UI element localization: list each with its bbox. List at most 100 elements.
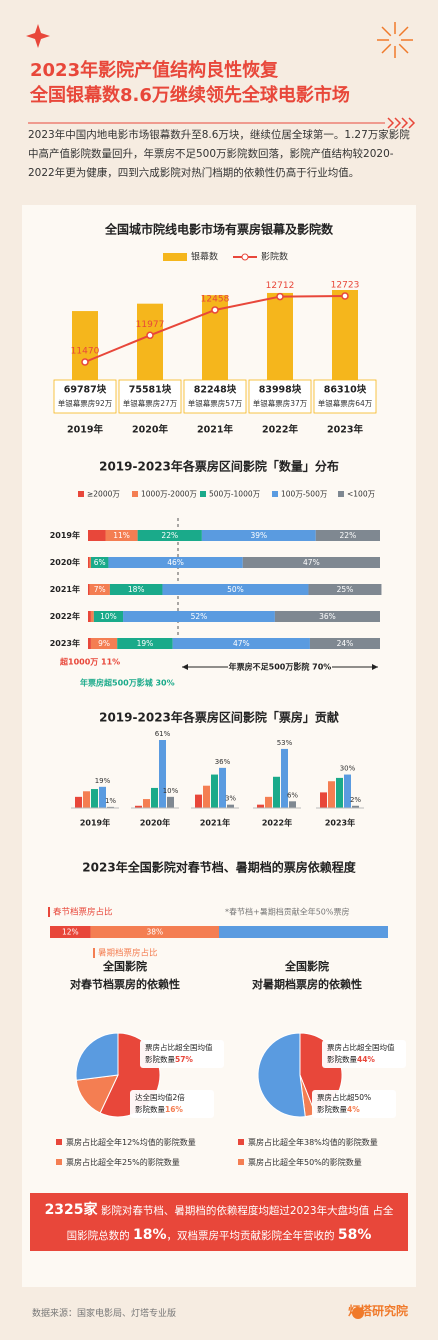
point-label: 12712: [266, 281, 295, 291]
sunburst-core: [389, 34, 401, 46]
source: 数据来源：国家电影局、灯塔专业版: [32, 1309, 177, 1319]
segment-label: 50%: [227, 585, 244, 594]
segment-label: 22%: [340, 531, 357, 540]
segment-label: 9%: [98, 639, 110, 648]
line-point: [211, 306, 219, 314]
bar-label: 10%: [163, 787, 179, 795]
y-tick-label: 2023年: [50, 638, 80, 648]
bar-segment: [88, 557, 90, 568]
x-tick-label: 2023年: [327, 424, 363, 436]
bar-segment: [88, 638, 91, 649]
segment-label: 39%: [250, 531, 267, 540]
point-label: 12723: [331, 281, 360, 291]
bar: [203, 785, 210, 808]
title-line: 2023年影院产值结构良性恢复: [30, 60, 279, 81]
bar: [91, 789, 98, 808]
bar-segment: [90, 638, 118, 649]
callout-figure: 2325家: [44, 1202, 98, 1218]
chevrons: [387, 117, 416, 129]
annotation-text: 影院数量: [317, 1104, 347, 1114]
callout-figure: 58%: [337, 1227, 372, 1243]
tag-bar: [48, 907, 50, 917]
bar: [273, 776, 280, 808]
bar-segment: [90, 926, 219, 938]
bar: [151, 787, 158, 808]
bar-segment: [88, 611, 91, 622]
segment-label: 18%: [128, 585, 145, 594]
annotation-box: [322, 1040, 406, 1068]
note: 单银幕票房92万: [58, 398, 113, 408]
bar-segment: [137, 530, 202, 541]
bar-segment: [109, 584, 163, 595]
annotation-text: 影院数量: [135, 1104, 165, 1114]
bar: [336, 777, 343, 808]
bar-segment: [88, 584, 90, 595]
bar-segment: [219, 926, 388, 938]
bar-segment: [162, 584, 309, 595]
annotation-text: 影院数量: [327, 1054, 357, 1064]
bar-segment: [105, 530, 138, 541]
pie-title: 全国影院: [284, 959, 329, 973]
chart-title: 2019-2023年各票房区间影院「数量」分布: [99, 459, 339, 474]
callout-text: 占全国影院总数的: [66, 1205, 394, 1242]
callout: 2325家 影院对春节档、暑期档的依赖程度均超过2023年大盘均值 占全国影院总…: [30, 1193, 408, 1251]
annotation-box: [312, 1090, 396, 1118]
segment-label: 25%: [337, 585, 354, 594]
annotation-box: [130, 1090, 214, 1118]
segment-label: 7%: [94, 585, 106, 594]
note: 单银幕票房57万: [188, 398, 243, 408]
bar-segment: [117, 638, 173, 649]
legend-label: 500万-1000万: [209, 490, 261, 499]
point-label: 11470: [71, 347, 100, 357]
legend-label: ≥2000万: [87, 490, 120, 499]
legend-swatch: [338, 491, 344, 497]
bar-label: 3%: [225, 795, 236, 803]
bar-label: 83998块: [259, 384, 302, 396]
annotation: 超1000万 11%: [59, 657, 120, 667]
bar-label: 1%: [105, 797, 116, 805]
legend-swatch: [241, 253, 249, 261]
label-box: [118, 379, 182, 414]
bar-segment: [93, 611, 124, 622]
callout-text: 影院对春节档、暑期档的依赖程度均超过2023年大盘均值: [97, 1205, 373, 1217]
bar: [143, 799, 150, 808]
annotation: 票房占比超50%: [317, 1092, 371, 1102]
label-box: [183, 379, 247, 414]
legend-label: 票房占比超全年50%的影院数量: [248, 1157, 362, 1167]
bar: [328, 781, 335, 808]
segment-label: 46%: [167, 558, 184, 567]
callout-figure: 18%: [132, 1227, 167, 1243]
annotation-box: [140, 1040, 224, 1068]
pie-title: 对春节档票房的依赖性: [70, 977, 180, 991]
y-tick-label: 2019年: [50, 530, 80, 540]
bar-label: 61%: [155, 730, 171, 738]
segment-label: 47%: [233, 639, 250, 648]
x-tick-label: 2023年: [325, 818, 355, 828]
x-tick-label: 2020年: [140, 818, 170, 828]
annotation: 影院数量44%: [327, 1054, 375, 1064]
point-label: 12458: [201, 294, 230, 304]
pie-slice: [75, 1032, 119, 1081]
segment-label: 24%: [337, 639, 354, 648]
bar-segment: [89, 584, 110, 595]
legend-swatch: [56, 1139, 62, 1145]
bar: [135, 805, 142, 808]
annotation: 达全国均值2倍: [135, 1092, 185, 1102]
legend-label: 暑期档票房占比: [98, 948, 158, 959]
x-tick-label: 2019年: [80, 818, 110, 828]
bar-segment: [309, 638, 380, 649]
bar-label: 36%: [215, 758, 231, 766]
callout-text: ，双档票房平均贡献影院全年营收的: [166, 1230, 338, 1242]
bar-segment: [108, 557, 243, 568]
slice-label: 4%: [347, 1105, 360, 1114]
pie-title: 对暑期档票房的依赖性: [252, 977, 362, 991]
bar: [167, 796, 174, 808]
label-bg: [228, 660, 332, 674]
y-tick-label: 2022年: [50, 611, 80, 621]
annotation: 年票房不足500万影院 70%: [229, 662, 332, 672]
bar-segment: [201, 530, 316, 541]
label-box: [248, 379, 312, 414]
annotation: 影院数量57%: [145, 1054, 193, 1064]
